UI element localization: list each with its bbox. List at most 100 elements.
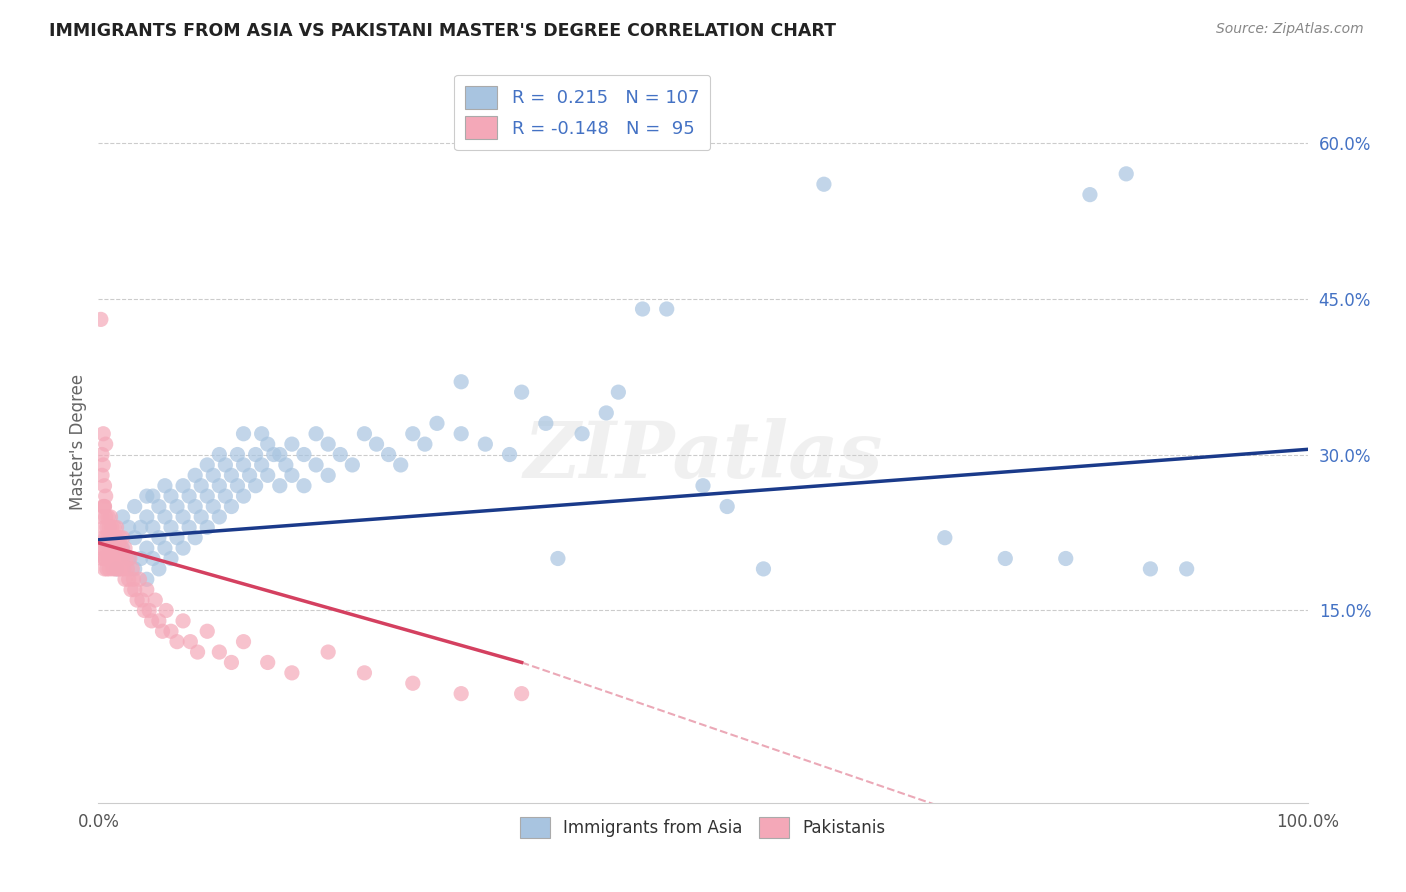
Point bbox=[142, 489, 165, 503]
Point bbox=[91, 426, 114, 441]
Point bbox=[274, 458, 297, 472]
Point bbox=[510, 687, 533, 701]
Point bbox=[160, 520, 183, 534]
Point bbox=[692, 479, 714, 493]
Text: ZIPatlas: ZIPatlas bbox=[523, 417, 883, 494]
Point bbox=[98, 520, 121, 534]
Point bbox=[100, 551, 122, 566]
Point bbox=[101, 531, 124, 545]
Point bbox=[166, 500, 188, 514]
Point bbox=[179, 634, 201, 648]
Point bbox=[93, 541, 115, 555]
Point bbox=[107, 531, 129, 545]
Point bbox=[214, 489, 236, 503]
Point bbox=[292, 448, 315, 462]
Point bbox=[128, 572, 150, 586]
Point bbox=[101, 562, 124, 576]
Point bbox=[135, 572, 157, 586]
Point bbox=[93, 562, 115, 576]
Point bbox=[179, 520, 201, 534]
Point bbox=[134, 603, 156, 617]
Point bbox=[94, 489, 117, 503]
Point bbox=[426, 417, 449, 431]
Point bbox=[292, 479, 315, 493]
Point bbox=[187, 645, 209, 659]
Point bbox=[129, 551, 152, 566]
Y-axis label: Master's Degree: Master's Degree bbox=[69, 374, 87, 509]
Point bbox=[413, 437, 436, 451]
Point bbox=[121, 562, 143, 576]
Point bbox=[256, 437, 278, 451]
Point bbox=[153, 479, 176, 493]
Point bbox=[111, 531, 134, 545]
Point bbox=[1139, 562, 1161, 576]
Point bbox=[105, 541, 128, 555]
Point bbox=[631, 301, 654, 316]
Point bbox=[934, 531, 956, 545]
Point bbox=[221, 500, 243, 514]
Point bbox=[250, 426, 273, 441]
Point bbox=[226, 479, 249, 493]
Point bbox=[148, 562, 170, 576]
Point bbox=[98, 562, 121, 576]
Point bbox=[547, 551, 569, 566]
Point bbox=[93, 500, 115, 514]
Point bbox=[91, 458, 114, 472]
Point bbox=[281, 665, 304, 680]
Point bbox=[91, 468, 114, 483]
Point bbox=[142, 551, 165, 566]
Point bbox=[172, 479, 194, 493]
Point bbox=[172, 541, 194, 555]
Point bbox=[94, 551, 117, 566]
Text: IMMIGRANTS FROM ASIA VS PAKISTANI MASTER'S DEGREE CORRELATION CHART: IMMIGRANTS FROM ASIA VS PAKISTANI MASTER… bbox=[49, 22, 837, 40]
Point bbox=[100, 541, 122, 555]
Point bbox=[239, 468, 262, 483]
Point bbox=[208, 479, 231, 493]
Point bbox=[104, 562, 127, 576]
Point bbox=[97, 531, 120, 545]
Point bbox=[269, 479, 291, 493]
Point bbox=[153, 541, 176, 555]
Point bbox=[93, 500, 115, 514]
Point bbox=[97, 551, 120, 566]
Point bbox=[148, 500, 170, 514]
Point bbox=[510, 385, 533, 400]
Point bbox=[474, 437, 496, 451]
Point bbox=[135, 509, 157, 524]
Point bbox=[595, 406, 617, 420]
Point bbox=[118, 551, 141, 566]
Point bbox=[96, 541, 118, 555]
Point bbox=[93, 520, 115, 534]
Point bbox=[148, 614, 170, 628]
Point bbox=[131, 593, 153, 607]
Point bbox=[108, 562, 131, 576]
Point bbox=[100, 509, 122, 524]
Point bbox=[108, 531, 131, 545]
Point bbox=[1175, 562, 1198, 576]
Point bbox=[93, 551, 115, 566]
Point bbox=[118, 520, 141, 534]
Point bbox=[135, 489, 157, 503]
Point bbox=[250, 458, 273, 472]
Point bbox=[96, 520, 118, 534]
Point bbox=[208, 645, 231, 659]
Point bbox=[114, 572, 136, 586]
Point bbox=[655, 301, 678, 316]
Point bbox=[103, 551, 125, 566]
Point bbox=[101, 551, 124, 566]
Point bbox=[124, 500, 146, 514]
Point bbox=[112, 562, 135, 576]
Point bbox=[142, 520, 165, 534]
Point bbox=[124, 562, 146, 576]
Point bbox=[105, 551, 128, 566]
Point bbox=[329, 448, 352, 462]
Point bbox=[105, 520, 128, 534]
Point bbox=[305, 426, 328, 441]
Point bbox=[108, 541, 131, 555]
Point bbox=[450, 687, 472, 701]
Point bbox=[281, 468, 304, 483]
Point bbox=[100, 531, 122, 545]
Point bbox=[111, 551, 134, 566]
Point bbox=[91, 509, 114, 524]
Point bbox=[100, 531, 122, 545]
